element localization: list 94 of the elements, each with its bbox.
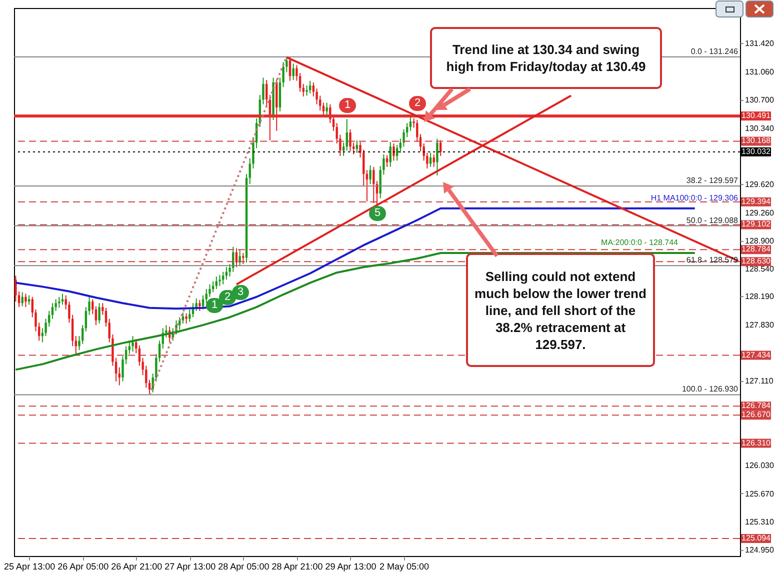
candlestick: [265, 80, 268, 106]
candlestick: [366, 170, 368, 202]
series-label: MA:200:0:0 - 128.744: [601, 238, 679, 248]
candlestick: [302, 83, 304, 97]
candlestick: [202, 294, 204, 310]
ref-line-label: 128.784: [742, 244, 772, 254]
y-tick-label: 127.110: [745, 376, 774, 386]
candlestick: [215, 276, 218, 290]
ref-line-label: 129.102: [742, 220, 772, 229]
y-tick-label: 130.340: [745, 124, 774, 133]
candlestick: [58, 296, 60, 308]
x-tick-label: 2 May 05:00: [380, 562, 430, 572]
x-tick-label: 28 Apr 21:00: [272, 562, 323, 572]
ref-line-label: 125.094: [742, 533, 772, 542]
candlestick: [74, 336, 77, 355]
y-tick-label: 128.540: [745, 264, 774, 274]
candlestick: [409, 116, 412, 132]
series-label: H1 MA100:0:0 - 129.306: [650, 193, 739, 202]
y-tick-label: 130.700: [745, 96, 774, 105]
ref-line-label: 126.670: [742, 410, 772, 420]
candlestick: [392, 142, 395, 162]
candlestick: [98, 302, 100, 324]
y-tick-label: 131.060: [745, 67, 774, 76]
candlestick: [312, 82, 315, 97]
candlestick: [118, 366, 120, 386]
candlestick: [436, 138, 438, 176]
candlestick: [24, 293, 27, 308]
y-tick-label: 128.900: [745, 236, 774, 246]
candlestick: [369, 164, 372, 185]
x-tick-label: 29 Apr 13:00: [325, 562, 376, 572]
x-tick-label: 27 Apr 13:00: [164, 562, 216, 572]
candlestick: [205, 288, 208, 304]
annotation: 1: [339, 98, 356, 114]
candlestick: [242, 252, 244, 264]
candlestick: [188, 308, 191, 322]
candlestick: [182, 312, 184, 324]
ref-line-label: 126.784: [742, 401, 772, 410]
x-tick-label: 26 Apr 21:00: [111, 562, 162, 572]
candlestick: [306, 85, 308, 96]
annotation: 3: [232, 285, 249, 300]
candlestick: [346, 118, 348, 151]
annotation: 50.0 - 129.088: [686, 216, 739, 225]
candlestick: [185, 312, 188, 324]
y-tick-label: 124.950: [745, 546, 774, 555]
annotation: 38.2 - 129.597: [686, 176, 739, 185]
candlestick: [439, 140, 442, 156]
annotation: Selling could not extend much below the lower trend line, and fell short of the 38.2% retracement at 129.597.: [466, 253, 655, 367]
annotation: 2: [409, 96, 426, 111]
candlestick: [396, 144, 398, 162]
candlestick: [222, 271, 224, 285]
y-tick-label: 126.030: [745, 461, 774, 470]
x-tick-label: 25 Apr 13:00: [4, 562, 56, 572]
x-tick-label: 28 Apr 05:00: [218, 562, 270, 572]
y-tick-label: 131.420: [745, 39, 774, 48]
candlestick: [429, 152, 432, 168]
candlestick: [94, 306, 98, 326]
ref-line-label: 129.394: [742, 196, 772, 206]
ref-line-label: 128.630: [742, 256, 772, 266]
candlestick: [238, 249, 241, 266]
ref-line-label: 130.491: [742, 110, 772, 120]
annotation: 5: [369, 206, 386, 222]
annotation: 2: [219, 290, 236, 305]
ref-line-label: 126.310: [742, 438, 772, 448]
ref-line-label: 130.168: [742, 136, 772, 146]
y-tick-label: 125.670: [745, 489, 774, 498]
candlestick: [51, 302, 54, 320]
y-tick-label: 127.830: [745, 320, 774, 330]
candlestick: [326, 102, 328, 116]
candlestick: [298, 72, 302, 92]
candlestick: [92, 298, 94, 315]
annotation: 100.0 - 126.930: [682, 384, 739, 394]
candlestick: [28, 294, 30, 306]
candlestick: [416, 119, 418, 142]
candlestick: [349, 128, 352, 152]
candlestick: [81, 324, 84, 344]
candlestick: [372, 166, 375, 204]
ref-line-label: 130.032: [742, 146, 772, 156]
candlestick: [218, 274, 221, 286]
candlestick: [356, 140, 358, 154]
annotation: 1: [206, 298, 223, 313]
x-tick-label: 26 Apr 05:00: [58, 562, 109, 572]
candlestick: [198, 300, 201, 312]
candlestick: [322, 102, 325, 118]
y-tick-label: 125.310: [745, 518, 774, 527]
y-tick-label: 129.260: [745, 208, 774, 218]
candlestick: [61, 293, 64, 306]
candlestick: [132, 336, 134, 352]
y-tick-label: 129.620: [745, 180, 774, 190]
y-tick-label: 128.190: [745, 292, 774, 302]
candlestick: [128, 340, 131, 355]
ref-line-label: 127.434: [742, 350, 772, 360]
annotation: Trend line at 130.34 and swing high from Friday/today at 130.49: [430, 27, 662, 89]
annotation: 0.0 - 131.246: [690, 46, 739, 56]
candlestick: [342, 142, 345, 156]
